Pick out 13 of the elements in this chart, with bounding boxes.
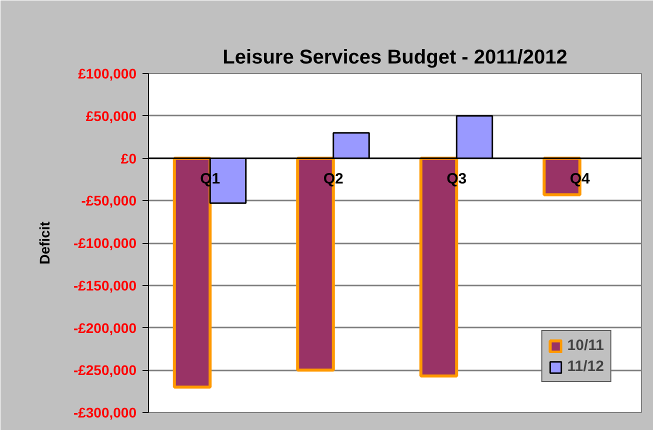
y-tick-label: £50,000 xyxy=(86,108,137,124)
y-tick-label: -£250,000 xyxy=(73,362,137,378)
y-axis-title: Deficit xyxy=(36,221,52,264)
y-tick-label: -£50,000 xyxy=(81,192,137,209)
legend-label: 10/11 xyxy=(567,337,604,354)
legend-label: 11/12 xyxy=(567,358,604,375)
y-tick-label: -£300,000 xyxy=(73,404,137,420)
y-tick-label: -£100,000 xyxy=(73,235,137,251)
y-tick-label: £100,000 xyxy=(78,66,137,82)
chart-title: Leisure Services Budget - 2011/2012 xyxy=(222,46,568,68)
y-tick-label: -£200,000 xyxy=(73,320,137,336)
y-tick-label: -£150,000 xyxy=(73,277,137,294)
y-tick-label: £0 xyxy=(120,150,137,166)
